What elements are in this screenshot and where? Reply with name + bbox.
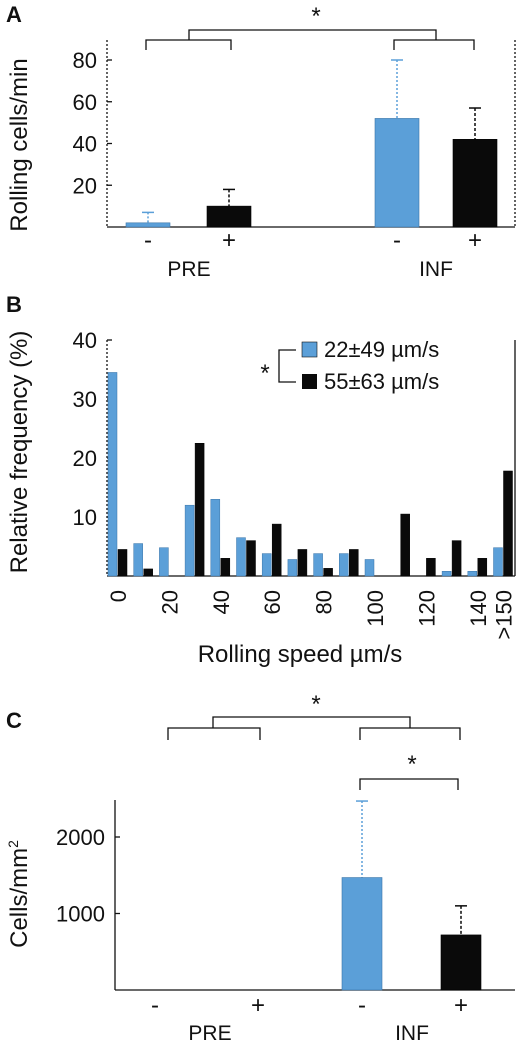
panel-b-bar-black-bin-120 <box>426 558 436 577</box>
panel-a-group-inf: INF <box>419 258 453 281</box>
panel-c-sign-pre-plus: + <box>251 992 265 1019</box>
panel-c-ytick-label: 1000 <box>56 902 105 927</box>
panel-b-xtick-label: 100 <box>363 590 388 627</box>
panel-a-sign-inf-minus: - <box>393 227 401 254</box>
panel-c-y-axis-title-main: Cells/mm <box>6 848 33 948</box>
legend-label-black: 55±63 µm/s <box>324 369 439 394</box>
panel-a-y-axis-title: Rolling cells/min <box>6 58 33 231</box>
panel-b-xtick-label: >150 <box>492 590 517 640</box>
panel-a-sign-pre-plus: + <box>222 227 236 254</box>
panel-b-bar-blue-bin-100 <box>364 559 375 577</box>
panel-b-ytick-label: 30 <box>73 387 97 412</box>
panel-a-bar-pre-plus <box>206 205 252 228</box>
panel-c-bracket-pre <box>167 727 261 740</box>
panel-b-bar-blue-bin-70 <box>287 559 298 577</box>
panel-a-significance-star: * <box>311 3 320 30</box>
panel-a-letter: A <box>6 2 22 27</box>
panel-b-bar-black-bin-140 <box>477 558 488 577</box>
panel-b-bar-blue-bin-150 <box>493 547 503 577</box>
panel-b-bar-black-bin-40 <box>220 558 231 577</box>
panel-c-significance-star-inf: * <box>407 751 416 778</box>
panel-b: B Relative frequency (%) 10 20 30 40 0 20 40 6… <box>6 292 517 668</box>
panel-a-bar-pre-minus <box>125 222 171 228</box>
panel-b-ytick-label: 10 <box>73 505 97 530</box>
panel-a-ytick-label: 80 <box>73 48 97 73</box>
panel-b-xtick-label: 60 <box>260 590 285 614</box>
panel-c-sign-inf-minus: - <box>358 992 366 1019</box>
panel-b-bar-blue-bin-90 <box>339 553 349 577</box>
panel-b-bar-blue-bin-20 <box>159 547 169 577</box>
panel-a-ytick-label: 60 <box>73 90 97 115</box>
panel-b-bar-black-bin-0 <box>117 549 128 577</box>
panel-b-bar-black-bin-150 <box>503 470 513 577</box>
panel-c-significance-star-groups: * <box>311 691 320 718</box>
panel-a-bracket-pre <box>145 39 232 50</box>
panel-a-ytick-label: 40 <box>73 132 97 157</box>
panel-c-bracket-top <box>212 716 411 728</box>
panel-c-sign-pre-minus: - <box>151 992 159 1019</box>
legend-significance-star: * <box>260 360 269 387</box>
panel-b-bar-black-bin-30 <box>194 443 205 577</box>
panel-a-sign-pre-minus: - <box>144 227 152 254</box>
panel-a-sign-inf-plus: + <box>468 227 482 254</box>
panel-b-ytick-label: 40 <box>73 328 97 353</box>
panel-a-group-pre: PRE <box>167 258 210 281</box>
panel-b-bar-black-bin-110 <box>400 513 410 577</box>
legend-label-blue: 22±49 µm/s <box>324 337 439 362</box>
legend-significance-bracket <box>278 349 296 383</box>
panel-b-bar-blue-bin-60 <box>261 553 272 577</box>
panel-b-bar-black-bin-90 <box>349 549 359 577</box>
panel-b-bar-black-bin-70 <box>297 549 308 577</box>
panel-b-letter: B <box>6 292 22 317</box>
panel-c-y-axis-title-sup: 2 <box>5 840 21 848</box>
panel-c-sign-inf-plus: + <box>454 992 468 1019</box>
panel-b-xtick-label: 40 <box>209 590 234 614</box>
panel-c-letter: C <box>6 708 22 733</box>
panel-b-bar-black-bin-50 <box>246 540 256 577</box>
panel-b-bar-blue-bin-0 <box>107 372 118 577</box>
panel-c-bracket-inf-pair <box>359 778 459 790</box>
panel-b-legend: 22±49 µm/s 55±63 µm/s * <box>260 337 439 394</box>
panel-b-bar-black-bin-10 <box>143 568 153 577</box>
panel-a-bracket-top <box>188 29 437 40</box>
panel-b-y-axis-title: Relative frequency (%) <box>6 331 33 574</box>
panel-b-bar-black-bin-130 <box>451 540 462 577</box>
panel-a-bracket-inf <box>393 39 475 50</box>
panel-b-bar-blue-bin-40 <box>210 499 221 577</box>
panel-b-x-axis-title: Rolling speed µm/s <box>198 641 403 668</box>
legend-swatch-black <box>302 374 317 389</box>
panel-b-bar-blue-bin-140 <box>467 571 478 577</box>
panel-c-bar-inf-plus <box>440 934 482 991</box>
panel-c: C Cells/mm2 1000 2000 - + - + PRE INF * * <box>5 691 515 1045</box>
panel-b-bar-blue-bin-80 <box>313 553 323 577</box>
panel-c-y-axis-title: Cells/mm2 <box>5 840 33 948</box>
panel-b-xtick-label: 80 <box>312 590 337 614</box>
panel-b-bar-blue-bin-30 <box>184 504 195 577</box>
panel-c-group-inf: INF <box>395 1022 429 1045</box>
panel-b-bar-blue-bin-10 <box>133 543 143 577</box>
panel-c-group-pre: PRE <box>188 1022 231 1045</box>
panel-b-xtick-label: 120 <box>414 590 439 627</box>
panel-b-bar-black-bin-80 <box>323 568 333 577</box>
panel-b-bar-blue-bin-50 <box>236 537 246 577</box>
legend-swatch-blue <box>301 341 318 358</box>
panel-c-bar-inf-minus <box>341 877 383 991</box>
panel-c-ytick-label: 2000 <box>56 825 105 850</box>
panel-b-bar-blue-bin-130 <box>441 571 452 577</box>
panel-b-bar-black-bin-60 <box>271 523 282 577</box>
panel-a-bar-inf-plus <box>452 139 498 228</box>
panel-a-bar-inf-minus <box>374 118 420 228</box>
panel-a-ytick-label: 20 <box>73 173 97 198</box>
panel-a: A Rolling cells/min 20 40 60 80 - + - + PRE… <box>6 2 516 281</box>
panel-c-bracket-inf <box>359 727 461 740</box>
panel-b-xtick-label: 20 <box>157 590 182 614</box>
panel-b-ytick-label: 20 <box>73 446 97 471</box>
panel-b-xtick-label: 0 <box>106 590 131 602</box>
panel-b-xtick-label: 140 <box>466 590 491 627</box>
